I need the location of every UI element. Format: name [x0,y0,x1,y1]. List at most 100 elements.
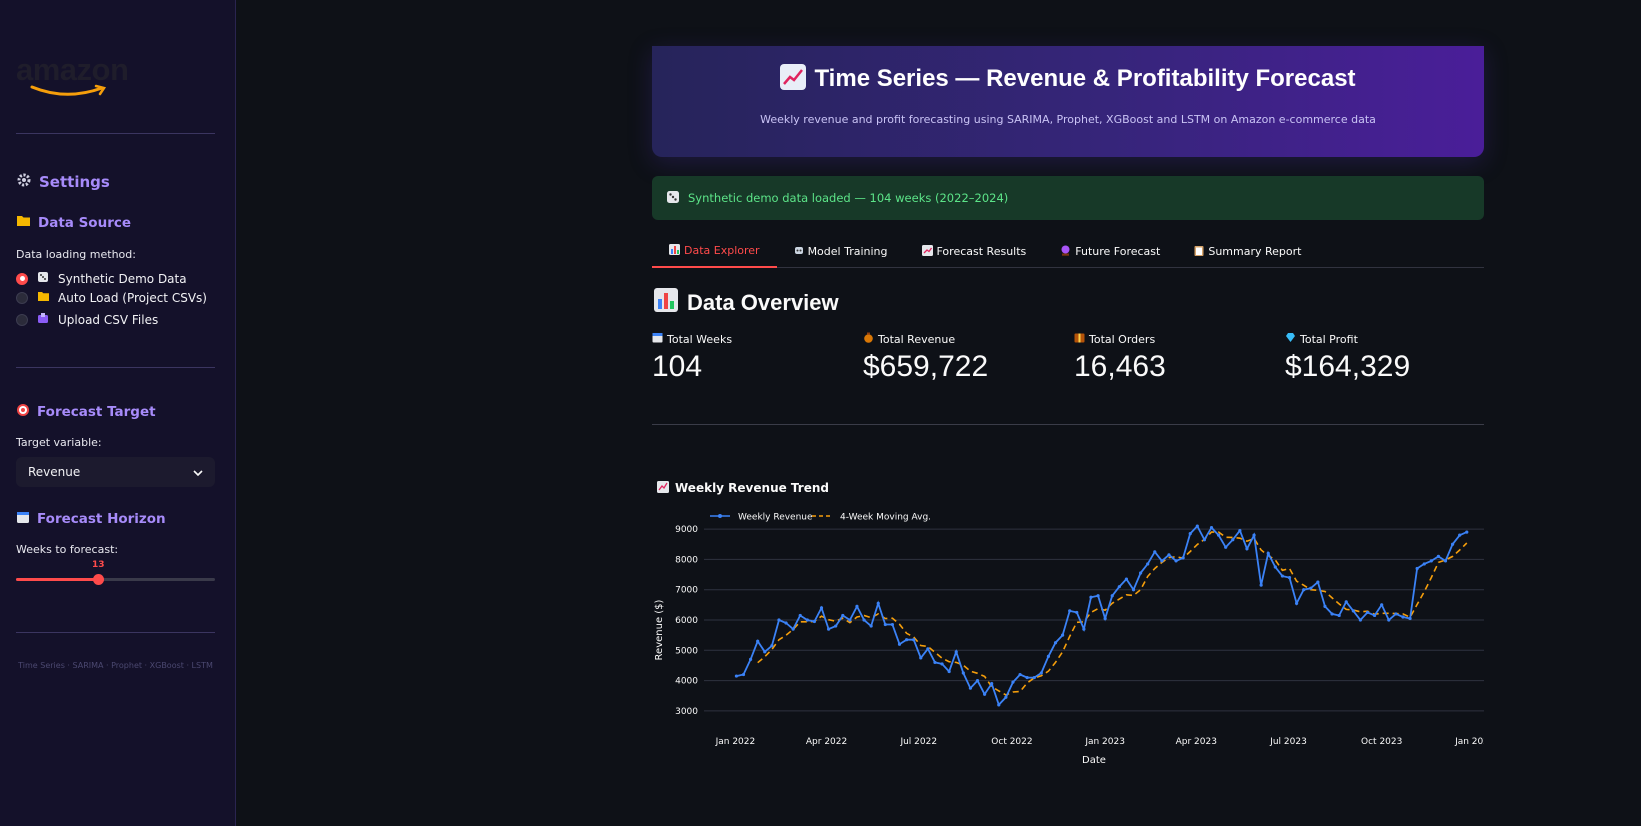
y-tick-label: 4000 [675,677,698,687]
tab-forecast-results[interactable]: Forecast Results [905,236,1044,268]
revenue-point [1302,588,1306,592]
revenue-point [1181,556,1185,560]
tab-summary-report[interactable]: Summary Report [1177,236,1318,268]
revenue-point [1380,603,1384,607]
y-tick-label: 9000 [675,525,698,535]
x-tick-label: Jul 2022 [899,737,937,747]
revenue-point [812,619,817,624]
revenue-point [1309,586,1313,590]
revenue-trend-svg: Weekly Revenue Trend Weekly Revenue 4-We… [654,481,1495,766]
tab-future-forecast[interactable]: Future Forecast [1043,236,1177,268]
revenue-point [784,621,788,625]
page-title-text: Time Series — Revenue & Profitability Fo… [814,65,1356,92]
revenue-point [1443,559,1448,563]
revenue-point [1195,524,1199,528]
legend-ma-label: 4-Week Moving Avg. [840,513,931,523]
radio-button[interactable] [16,313,28,326]
amazon-logo: amazon [16,54,140,100]
metric-value: 104 [652,350,703,383]
revenue-point [968,686,973,690]
revenue-point [997,703,1001,707]
metric-label: Total Revenue [863,332,988,346]
tab-data-explorer[interactable]: Data Explorer [652,236,777,268]
calendar-icon [652,332,663,346]
revenue-point [1252,533,1256,537]
upload-icon [36,312,50,327]
revenue-point [734,674,739,678]
y-tick-label: 5000 [675,646,698,656]
revenue-point [1330,612,1334,616]
radio-synthetic-demo[interactable]: Synthetic Demo Data [16,271,187,286]
revenue-point [1458,533,1462,537]
radio-upload-csv[interactable]: Upload CSV Files [16,312,158,327]
revenue-point [961,671,965,675]
chart-legend[interactable]: Weekly Revenue 4-Week Moving Avg. [710,513,931,523]
revenue-point [1436,554,1441,558]
y-tick-label: 3000 [675,707,698,717]
revenue-point [798,613,802,618]
weeks-slider-track[interactable] [16,578,215,581]
select-value: Revenue [28,465,81,479]
chart-increasing-icon [657,481,669,493]
radio-label: Upload CSV Files [58,312,159,327]
revenue-point [883,622,887,627]
revenue-point [1259,583,1263,587]
revenue-point [1025,675,1029,680]
page-title: Time Series — Revenue & Profitability Fo… [652,64,1484,93]
revenue-point [1167,553,1171,557]
revenue-point [940,662,944,666]
revenue-point [791,627,795,631]
radio-label: Synthetic Demo Data [58,271,187,286]
x-tick-label: Jan 2023 [1084,737,1125,747]
tab-label: Model Training [807,245,888,258]
revenue-point [1046,654,1051,658]
forecast-target-heading: Forecast Target [16,403,156,421]
revenue-point [862,618,866,622]
crystal-ball-icon [1060,245,1071,259]
metric-total-orders: Total Orders 16,463 [1074,332,1166,384]
weeks-slider-thumb[interactable] [93,574,104,585]
bar-chart-icon [669,243,680,258]
dice-icon [666,190,680,207]
revenue-point [1294,601,1299,605]
revenue-point [1365,610,1370,615]
radio-auto-load[interactable]: Auto Load (Project CSVs) [16,291,207,305]
weeks-slider-fill [16,578,98,581]
revenue-point [1018,672,1022,677]
revenue-point [848,618,852,622]
revenue-point [1068,609,1072,613]
radio-button[interactable] [16,272,28,285]
data-loading-label: Data loading method: [16,248,136,261]
revenue-point [1231,538,1235,542]
sidebar-footer: Time Series · SARIMA · Prophet · XGBoost… [18,661,213,670]
forecast-target-heading-text: Forecast Target [37,404,156,420]
tab-model-training[interactable]: Model Training [777,236,905,268]
revenue-point [1032,675,1036,680]
revenue-point [1316,580,1320,584]
folder-icon [16,214,31,231]
robot-icon [794,245,804,258]
revenue-point [876,601,880,605]
revenue-point [1146,562,1150,566]
chart-increasing-icon [921,244,933,259]
tab-label: Forecast Results [936,245,1027,258]
target-icon [16,403,30,421]
target-variable-select[interactable]: Revenue [16,457,215,487]
dice-icon [36,271,50,286]
revenue-point [926,647,930,651]
revenue-point [1110,594,1114,598]
moving-average-line [757,531,1468,696]
revenue-point [1202,538,1207,542]
y-tick-label: 7000 [675,586,698,596]
revenue-point [919,656,923,660]
revenue-point [1096,594,1100,598]
radio-button[interactable] [16,292,28,304]
y-axis-ticks: 3000 4000 5000 6000 7000 8000 9000 [675,525,698,717]
x-tick-label: Jan 2022 [715,737,756,747]
revenue-point [1138,571,1143,575]
revenue-point [954,650,958,654]
revenue-point [834,624,838,628]
revenue-point [1344,600,1348,604]
revenue-point [1465,530,1469,534]
revenue-point [1153,550,1157,554]
